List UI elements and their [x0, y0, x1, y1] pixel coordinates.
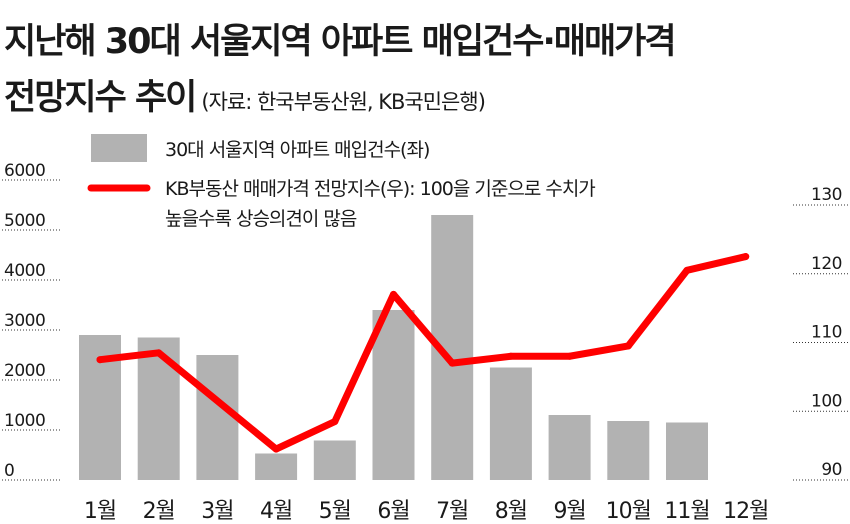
- left-axis: 0 1000 2000 3000 4000 5000 6000: [4, 161, 46, 481]
- bar: [255, 453, 298, 480]
- left-tick-label: 4000: [4, 261, 45, 281]
- chart-title: 지난해 30대 서울지역 아파트 매입건수·매매가격: [4, 22, 677, 62]
- line-point: [742, 253, 750, 261]
- line-series: [96, 253, 750, 453]
- legend-bar-swatch: [91, 134, 147, 162]
- line-point: [390, 290, 397, 298]
- x-tick-label: 3월: [201, 499, 233, 524]
- bar: [489, 367, 532, 480]
- right-tick-label: 100: [811, 391, 842, 411]
- bar-series: [79, 215, 708, 480]
- left-gridlines: [2, 179, 62, 481]
- bar: [607, 421, 650, 480]
- right-tick-label: 130: [811, 185, 842, 205]
- left-tick-label: 3000: [4, 311, 45, 331]
- left-tick-label: 0: [4, 461, 14, 481]
- left-tick-label: 5000: [4, 211, 45, 231]
- legend-line-label-2: 높을수록 상승의견이 많음: [165, 208, 357, 230]
- right-tick-label: 120: [811, 254, 842, 274]
- left-tick-label: 1000: [4, 411, 45, 431]
- right-axis: 90 100 110 120 130: [811, 185, 842, 480]
- x-tick-label: 9월: [553, 499, 585, 524]
- right-tick-label: 110: [811, 323, 842, 343]
- right-tick-label: 90: [821, 460, 842, 480]
- legend: 30대 서울지역 아파트 매입건수(좌) KB부동산 매매가격 전망지수(우):…: [87, 134, 596, 230]
- line-point: [331, 418, 339, 426]
- x-tick-label: 4월: [260, 499, 292, 524]
- bar: [372, 310, 415, 480]
- x-axis: 1월 2월 3월 4월 5월 6월 7월 8월 9월 10월 11월 12월: [84, 499, 769, 524]
- legend-bar-label: 30대 서울지역 아파트 매입건수(좌): [165, 139, 429, 161]
- x-tick-label: 5월: [319, 499, 351, 524]
- x-tick-label: 2월: [143, 499, 175, 524]
- bar: [137, 337, 180, 480]
- line-point: [272, 445, 280, 453]
- line-point: [683, 266, 691, 274]
- x-tick-label: 11월: [664, 499, 709, 524]
- x-tick-label: 1월: [84, 499, 116, 524]
- bar: [196, 355, 239, 480]
- x-tick-label: 10월: [606, 499, 651, 524]
- x-tick-label: 7월: [436, 499, 468, 524]
- x-tick-label: 6월: [377, 499, 409, 524]
- right-gridlines: [793, 204, 848, 481]
- line-point: [507, 352, 515, 360]
- line-point: [155, 349, 163, 357]
- line-point: [448, 359, 456, 367]
- x-tick-label: 12월: [723, 499, 768, 524]
- line-point: [624, 342, 632, 350]
- source-note: (자료: 한국부동산원, KB국민은행): [201, 90, 486, 114]
- bar: [313, 440, 356, 480]
- x-tick-label: 8월: [495, 499, 527, 524]
- left-tick-label: 2000: [4, 361, 45, 381]
- chart-title-line2: 전망지수 추이: [4, 78, 197, 118]
- line-point: [96, 356, 104, 364]
- line-point: [566, 352, 574, 360]
- legend-line-label: KB부동산 매매가격 전망지수(우): 100을 기준으로 수치가: [165, 178, 595, 200]
- bar: [666, 422, 708, 480]
- bar: [548, 415, 591, 480]
- left-tick-label: 6000: [4, 161, 45, 181]
